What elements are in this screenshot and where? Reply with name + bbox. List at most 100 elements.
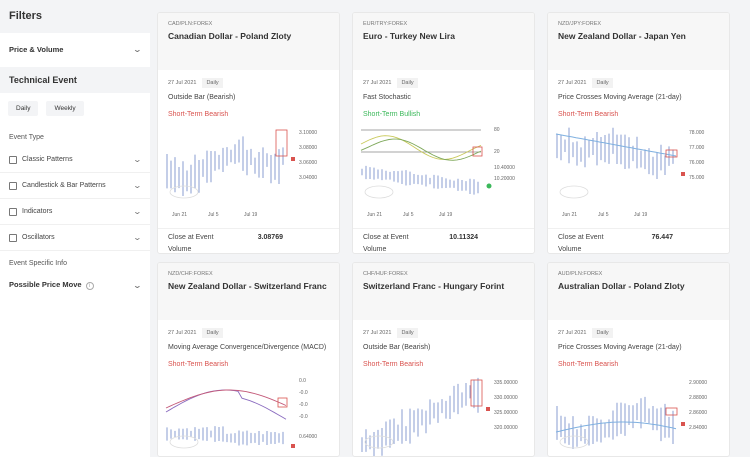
watermark-logo: [364, 435, 394, 449]
close-value: 76.447: [651, 234, 673, 241]
event-card[interactable]: NZD/CHF:FOREX New Zealand Dollar - Switz…: [157, 262, 340, 457]
event-date: 27 Jul 2021: [168, 330, 197, 336]
chevron-down-icon[interactable]: ⌄: [132, 207, 143, 216]
price-chart: 3.10000 3.08000 3.06000 3.04000 Jun 21 Jul 5 J…: [166, 129, 317, 218]
y-tick-label: 2.90000: [689, 380, 707, 386]
event-card[interactable]: AUD/PLN:FOREX Australian Dollar - Poland…: [547, 262, 730, 457]
indicator-line: [360, 135, 482, 160]
y-tick-label: -0.0: [299, 402, 308, 408]
watermark-logo: [364, 185, 394, 199]
instrument-name[interactable]: New Zealand Dollar - Japan Yen: [558, 31, 686, 41]
card-footer: Close at Event 3.08769 Volume: [158, 228, 339, 253]
volume-label: Volume: [558, 246, 582, 253]
close-value: 10.11324: [449, 234, 478, 241]
y-tick-label: 77.000: [689, 145, 705, 151]
event-type-indicators[interactable]: Indicators ⌄: [0, 199, 150, 225]
bullish-marker: [486, 183, 492, 189]
checkbox[interactable]: [9, 155, 17, 164]
instrument-name[interactable]: Euro - Turkey New Lira: [363, 31, 455, 41]
chevron-down-icon: ⌄: [132, 280, 143, 290]
checkbox[interactable]: [9, 233, 17, 242]
y-tick-label: 3.10000: [299, 130, 317, 136]
indicator-line: [165, 389, 287, 420]
event-highlight-box: [665, 407, 678, 416]
close-value: 3.08769: [257, 234, 283, 241]
x-tick-label: Jul 5: [598, 212, 609, 218]
chevron-down-icon: ⌄: [132, 44, 143, 54]
price-chart: 78.000 77.000 76.000 75.000 Jun 21 Jul 5 Jul 1…: [555, 127, 705, 218]
event-type-classic-patterns[interactable]: Classic Patterns ⌄: [0, 147, 150, 173]
event-date: 27 Jul 2021: [558, 330, 587, 336]
instrument-name[interactable]: Australian Dollar - Poland Zloty: [558, 281, 685, 291]
event-card[interactable]: NZD/JPY:FOREX New Zealand Dollar - Japan…: [547, 12, 730, 254]
chevron-down-icon[interactable]: ⌄: [132, 233, 143, 242]
close-label: Close at Event: [363, 234, 409, 241]
y-tick-label: -0.0: [299, 390, 308, 396]
event-name: Outside Bar (Bearish): [168, 94, 236, 101]
x-tick-label: Jun 21: [172, 212, 187, 218]
checkbox-label: Oscillators: [22, 234, 55, 241]
event-name: Fast Stochastic: [363, 94, 411, 101]
event-name: Price Crosses Moving Average (21-day): [558, 94, 682, 101]
checkbox[interactable]: [9, 207, 17, 216]
symbol: CAD/PLN:FOREX: [168, 21, 213, 27]
signal-label: Short-Term Bearish: [168, 361, 229, 368]
checkbox-label: Candlestick & Bar Patterns: [22, 182, 106, 189]
y-tick-label: 0.0: [299, 378, 306, 384]
x-tick-label: Jul 19: [634, 212, 648, 218]
possible-price-move-label: Possible Price Move: [9, 280, 82, 289]
price-volume-section[interactable]: Price & Volume ⌄: [0, 37, 150, 61]
instrument-name[interactable]: Switzerland Franc - Hungary Forint: [363, 281, 505, 291]
volume-label: Volume: [363, 246, 387, 253]
checkbox[interactable]: [9, 181, 17, 190]
chevron-down-icon[interactable]: ⌄: [132, 155, 143, 164]
y-tick-label: 335.00000: [494, 380, 518, 386]
signal-label: Short-Term Bullish: [363, 111, 421, 118]
period-tag: Daily: [397, 78, 418, 88]
signal-label: Short-Term Bearish: [168, 111, 229, 118]
event-name: Moving Average Convergence/Divergence (M…: [168, 344, 327, 351]
event-date: 27 Jul 2021: [168, 80, 197, 86]
info-icon[interactable]: i: [85, 282, 94, 290]
bearish-marker: [681, 422, 685, 426]
event-card[interactable]: CAD/PLN:FOREX Canadian Dollar - Poland Z…: [157, 12, 340, 254]
weekly-button[interactable]: Weekly: [46, 101, 84, 116]
moving-average-line: [555, 421, 677, 433]
card-footer: Close at Event 10.11324 Volume: [353, 228, 534, 253]
instrument-name[interactable]: New Zealand Dollar - Switzerland Franc: [168, 281, 327, 291]
event-card[interactable]: EUR/TRY:FOREX Euro - Turkey New Lira 27 …: [352, 12, 535, 254]
event-highlight-box: [665, 149, 678, 158]
event-highlight-box: [470, 379, 483, 407]
possible-price-move-section[interactable]: Possible Price Move i ⌄: [0, 273, 150, 297]
event-card[interactable]: CHF/HUF:FOREX Switzerland Franc - Hungar…: [352, 262, 535, 457]
price-chart: 335.00000330.00000325.00000320.00000Jun …: [361, 377, 518, 456]
bearish-marker: [291, 444, 295, 448]
period-tag: Daily: [592, 78, 613, 88]
event-type-oscillators[interactable]: Oscillators ⌄: [0, 225, 150, 251]
symbol: CHF/HUF:FOREX: [363, 271, 408, 277]
x-tick-label: Jun 21: [367, 212, 382, 218]
y-tick-label: 3.06000: [299, 160, 317, 166]
event-type-label: Event Type: [9, 134, 44, 141]
signal-label: Short-Term Bearish: [558, 111, 619, 118]
watermark-logo: [169, 435, 199, 449]
symbol: NZD/CHF:FOREX: [168, 271, 213, 277]
daily-button[interactable]: Daily: [8, 101, 39, 116]
x-tick-label: Jul 19: [439, 212, 453, 218]
period-tag: Daily: [202, 328, 223, 338]
filters-title: Filters: [0, 0, 150, 33]
x-tick-label: Jul 5: [403, 212, 414, 218]
close-label: Close at Event: [168, 234, 214, 241]
chevron-down-icon[interactable]: ⌄: [132, 181, 143, 190]
signal-line: [165, 389, 287, 409]
event-highlight-box: [275, 129, 288, 157]
y-tick-label: 2.88000: [689, 395, 707, 401]
price-chart: 80 20 10.40000 10.20000 Jun 21 Jul 5 Jul 19: [360, 127, 515, 218]
event-type-candlestick[interactable]: Candlestick & Bar Patterns ⌄: [0, 173, 150, 199]
event-highlight-box: [277, 397, 288, 408]
event-date: 27 Jul 2021: [363, 80, 392, 86]
moving-average-line: [555, 133, 677, 157]
instrument-name[interactable]: Canadian Dollar - Poland Zloty: [168, 31, 292, 41]
technical-event-heading: Technical Event: [0, 67, 150, 93]
